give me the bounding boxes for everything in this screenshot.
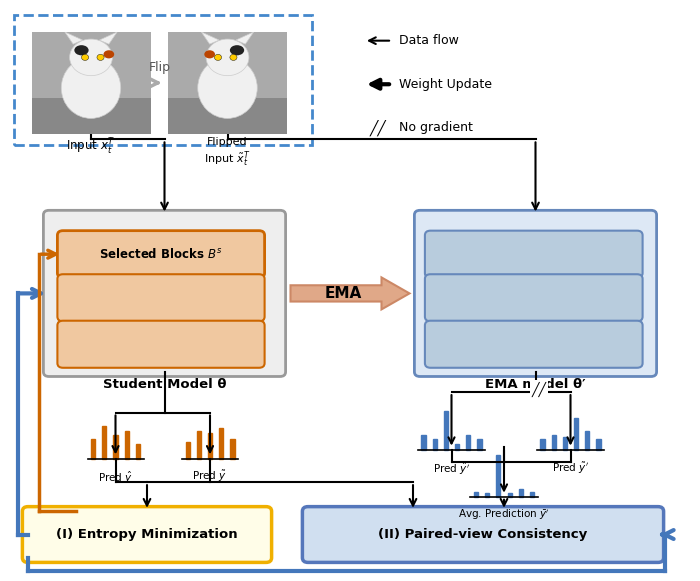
Bar (219, 429, 223, 459)
Text: (II) Paired-view Consistency: (II) Paired-view Consistency (379, 528, 587, 541)
Bar (421, 435, 426, 450)
FancyBboxPatch shape (302, 507, 664, 562)
FancyBboxPatch shape (22, 507, 272, 562)
Text: Pred $\tilde{y}$: Pred $\tilde{y}$ (193, 469, 228, 485)
Bar (433, 439, 437, 450)
Text: EMA: EMA (324, 286, 362, 301)
Bar (540, 439, 545, 450)
Text: Avg. Prediction $\bar{y}'$: Avg. Prediction $\bar{y}'$ (458, 507, 550, 522)
Text: Data flow: Data flow (399, 34, 459, 47)
Text: Weight Update: Weight Update (399, 78, 492, 91)
FancyBboxPatch shape (425, 274, 643, 321)
Text: Pred $\tilde{y}'$: Pred $\tilde{y}'$ (552, 461, 589, 476)
FancyBboxPatch shape (425, 321, 643, 368)
Bar (474, 493, 478, 497)
FancyBboxPatch shape (57, 321, 265, 368)
Bar (197, 431, 201, 459)
FancyBboxPatch shape (414, 210, 657, 376)
Text: Flip: Flip (148, 61, 170, 74)
Bar (574, 418, 578, 450)
Text: EMA model θ′: EMA model θ′ (485, 378, 586, 390)
Text: Student Model θ: Student Model θ (103, 378, 226, 390)
Bar (519, 489, 523, 497)
Bar (113, 435, 118, 459)
Bar (102, 426, 106, 459)
Polygon shape (290, 278, 410, 309)
Text: Flipped
Input $\tilde{x}_t^T$: Flipped Input $\tilde{x}_t^T$ (204, 137, 251, 168)
Text: ╱╱: ╱╱ (370, 120, 386, 136)
Bar (508, 493, 512, 497)
FancyBboxPatch shape (57, 231, 265, 278)
FancyBboxPatch shape (57, 274, 265, 321)
Bar (230, 439, 235, 459)
Bar (485, 493, 489, 497)
Bar (477, 439, 482, 450)
Text: ╱╱: ╱╱ (531, 382, 547, 397)
Bar (444, 411, 448, 450)
Bar (530, 493, 534, 497)
Bar (596, 439, 601, 450)
Bar (552, 435, 556, 450)
Text: No gradient: No gradient (399, 121, 473, 134)
Text: Pred $\hat{y}$: Pred $\hat{y}$ (98, 469, 133, 486)
FancyBboxPatch shape (14, 15, 312, 145)
Text: (I) Entropy Minimization: (I) Entropy Minimization (56, 528, 238, 541)
Bar (496, 456, 500, 497)
Text: Pred $\hat{y}'$: Pred $\hat{y}'$ (433, 461, 470, 477)
Bar (208, 433, 212, 459)
Bar (186, 442, 190, 459)
FancyBboxPatch shape (425, 231, 643, 278)
Bar (136, 444, 140, 459)
Bar (455, 444, 459, 450)
Text: Input $x_t^T$: Input $x_t^T$ (66, 137, 116, 157)
Bar (91, 439, 95, 459)
Bar (125, 431, 129, 459)
Bar (466, 435, 470, 450)
Bar (585, 431, 589, 450)
Bar (563, 437, 567, 450)
Text: Selected Blocks $B^s$: Selected Blocks $B^s$ (99, 247, 223, 261)
FancyBboxPatch shape (43, 210, 286, 376)
